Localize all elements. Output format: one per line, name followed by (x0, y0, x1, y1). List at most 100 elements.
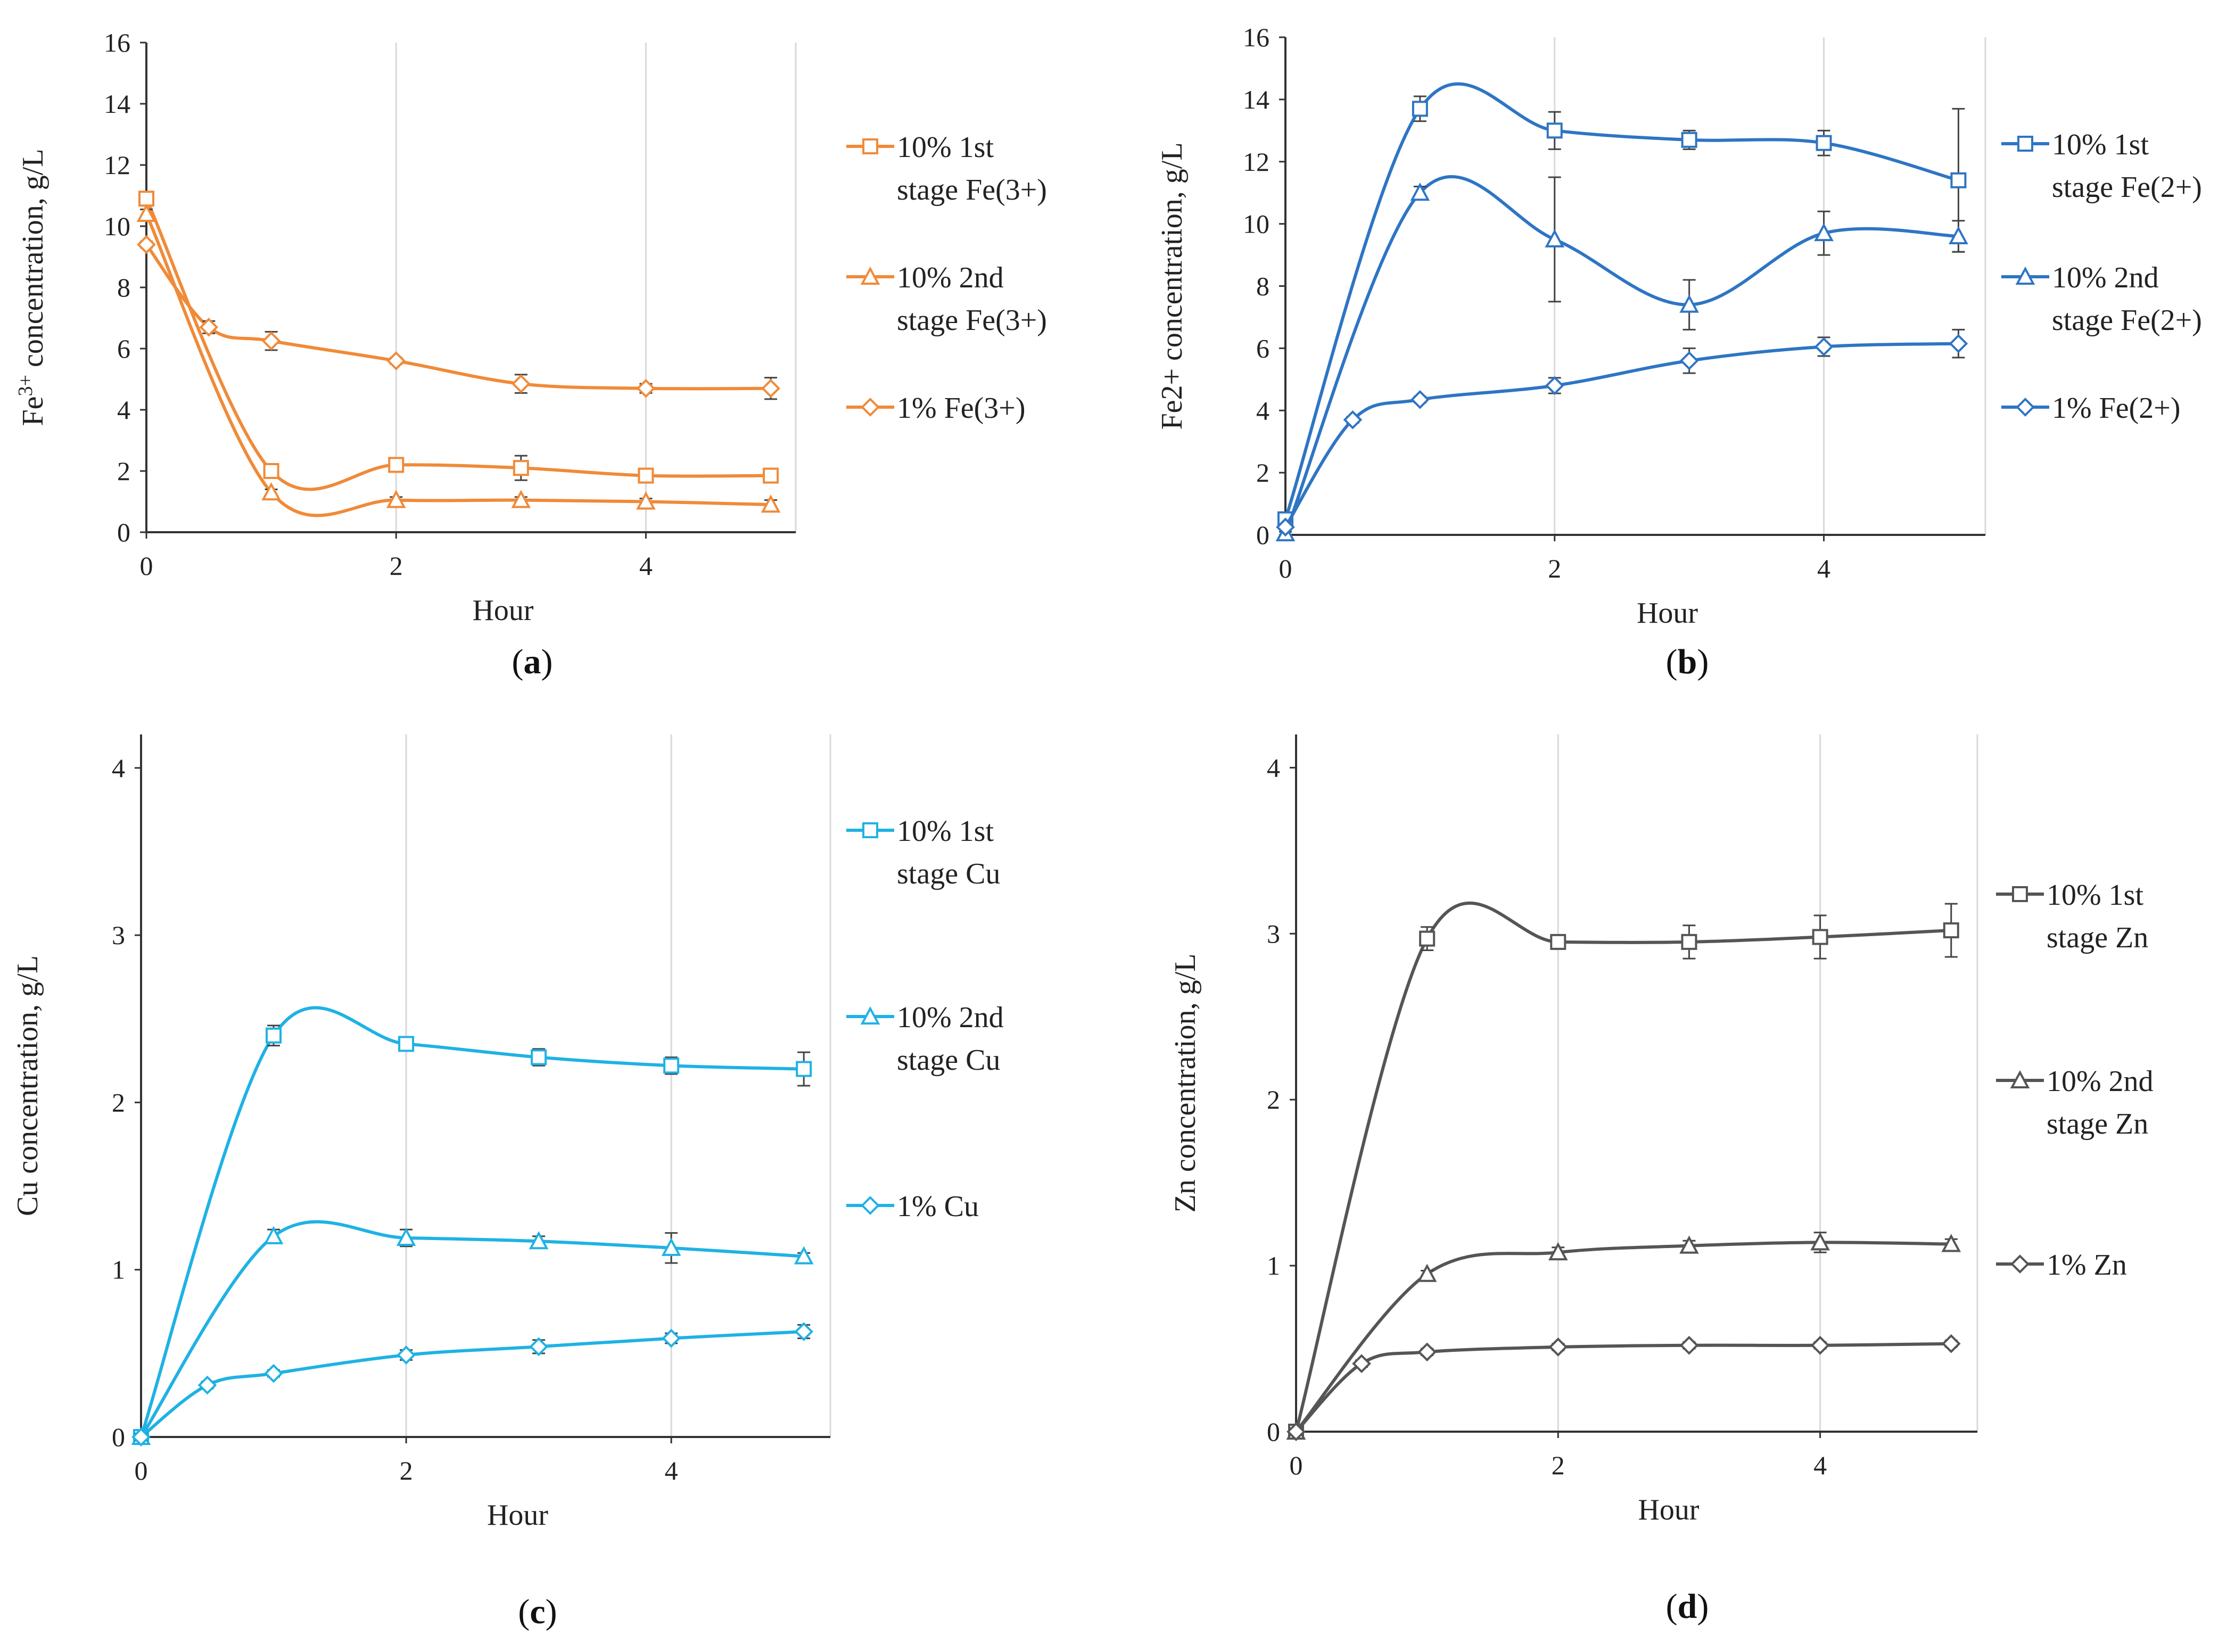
data-point (1679, 1335, 1699, 1355)
data-point (266, 1027, 282, 1044)
data-point (1814, 337, 1834, 357)
legend-label: stage Cu (897, 1044, 1000, 1077)
legend-marker (2010, 1254, 2030, 1274)
series-triangle (131, 1220, 814, 1445)
legend-marker (860, 1006, 880, 1025)
data-point (761, 378, 780, 398)
series-triangle (1275, 175, 1968, 542)
y-tick-label: 12 (1243, 147, 1269, 177)
data-point (197, 1375, 217, 1395)
series-line (139, 1220, 804, 1438)
legend-label: 10% 2nd (2052, 261, 2159, 294)
data-point (386, 351, 406, 370)
y-tick-label: 0 (1256, 520, 1269, 550)
series-line (145, 198, 771, 491)
series-line (1284, 82, 1959, 520)
legend-label: 1% Fe(3+) (897, 392, 1026, 425)
x-tick-label: 0 (1279, 554, 1292, 583)
data-point (263, 1226, 284, 1244)
legend-entry: 10% 1st stage Zn (1996, 879, 2148, 954)
data-point (263, 463, 279, 479)
legend-label: stage Cu (897, 857, 1000, 890)
legend-marker (2017, 136, 2033, 152)
legend-entry: 1% Fe(2+) (2001, 392, 2181, 425)
y-tick-label: 2 (1267, 1085, 1280, 1114)
data-point (513, 460, 529, 476)
legend-entry: 1% Cu (846, 1190, 979, 1223)
legend-marker (2012, 886, 2028, 902)
legend-label: 10% 1st (897, 815, 994, 848)
legend-label: 10% 2nd (897, 261, 1004, 294)
series-line (145, 243, 771, 391)
legend-label: 10% 2nd (2047, 1065, 2154, 1098)
y-tick-label: 10 (1243, 209, 1269, 239)
data-point (1545, 229, 1565, 247)
data-point (636, 491, 656, 510)
x-tick-label: 4 (639, 551, 653, 581)
y-tick-label: 4 (1256, 395, 1269, 425)
panel-caption: (a) (512, 642, 553, 681)
legend-marker (2010, 1070, 2030, 1088)
data-point (529, 1231, 549, 1250)
series-line (1294, 1241, 1951, 1433)
legend-label: 1% Cu (897, 1190, 979, 1223)
legend-entry: 10% 2nd stage Zn (1996, 1065, 2154, 1141)
y-tick-label: 8 (1256, 271, 1269, 301)
data-point (1814, 222, 1834, 242)
data-point (1812, 929, 1828, 945)
series-square (1288, 901, 1959, 1440)
y-tick-label: 0 (117, 517, 130, 547)
chart-panel-b: 0 2 4 6 8 10 12 14 16 0 2 4 Hour Fe2+ concentration, … (1156, 22, 2202, 681)
data-point (794, 1322, 814, 1341)
series-square (1277, 82, 1967, 527)
y-tick-label: 16 (1243, 22, 1269, 52)
series-square (133, 1006, 812, 1445)
x-tick-label: 4 (665, 1456, 678, 1485)
x-tick-label: 0 (135, 1456, 148, 1485)
series-line (1284, 342, 1959, 528)
panel-caption: (d) (1666, 1587, 1709, 1626)
data-point (1941, 1334, 1961, 1353)
chart-panel-c: 0 1 2 3 4 0 2 4 Hour Cu concentration, g/L 10% 1st… (11, 734, 1004, 1631)
data-point (136, 203, 156, 222)
y-axis-label: Fe3+ concentration, g/L (14, 149, 50, 426)
legend-label: stage Zn (2047, 1108, 2148, 1141)
data-point (1417, 1342, 1437, 1362)
data-point (261, 331, 281, 351)
legend-label: 10% 1st (2047, 879, 2143, 912)
data-point (397, 1345, 416, 1365)
data-point (796, 1061, 812, 1077)
legend-entry: 10% 1st stage Fe(3+) (846, 131, 1047, 206)
data-point (661, 1237, 681, 1256)
data-point (512, 374, 531, 393)
legend-label: stage Fe(2+) (2052, 304, 2202, 337)
data-point (1943, 922, 1959, 939)
x-axis-label: Hour (472, 594, 533, 627)
data-point (1410, 182, 1430, 201)
legend-marker (2015, 266, 2035, 285)
data-point (386, 490, 406, 508)
y-tick-label: 12 (104, 150, 130, 180)
data-point (511, 490, 531, 508)
y-tick-label: 16 (104, 28, 130, 57)
series-triangle (1286, 1232, 1961, 1440)
data-point (1810, 1232, 1830, 1251)
legend-entry: 10% 2nd stage Fe(2+) (2001, 261, 2202, 337)
data-point (1417, 1263, 1437, 1282)
x-axis-label: Hour (1638, 1493, 1699, 1526)
data-point (662, 1328, 681, 1348)
y-axis-label: Cu concentration, g/L (11, 955, 44, 1216)
data-point (1276, 517, 1295, 537)
legend-label: 10% 2nd (897, 1001, 1004, 1034)
x-axis-label: Hour (487, 1499, 548, 1532)
data-point (1546, 122, 1563, 139)
legend-label: stage Fe(3+) (897, 304, 1047, 337)
data-point (1352, 1354, 1371, 1373)
data-point (763, 467, 779, 484)
series-line (139, 1006, 804, 1438)
y-tick-label: 0 (112, 1422, 125, 1452)
data-point (1950, 172, 1967, 188)
data-point (1679, 1235, 1699, 1254)
series-triangle (136, 203, 781, 517)
